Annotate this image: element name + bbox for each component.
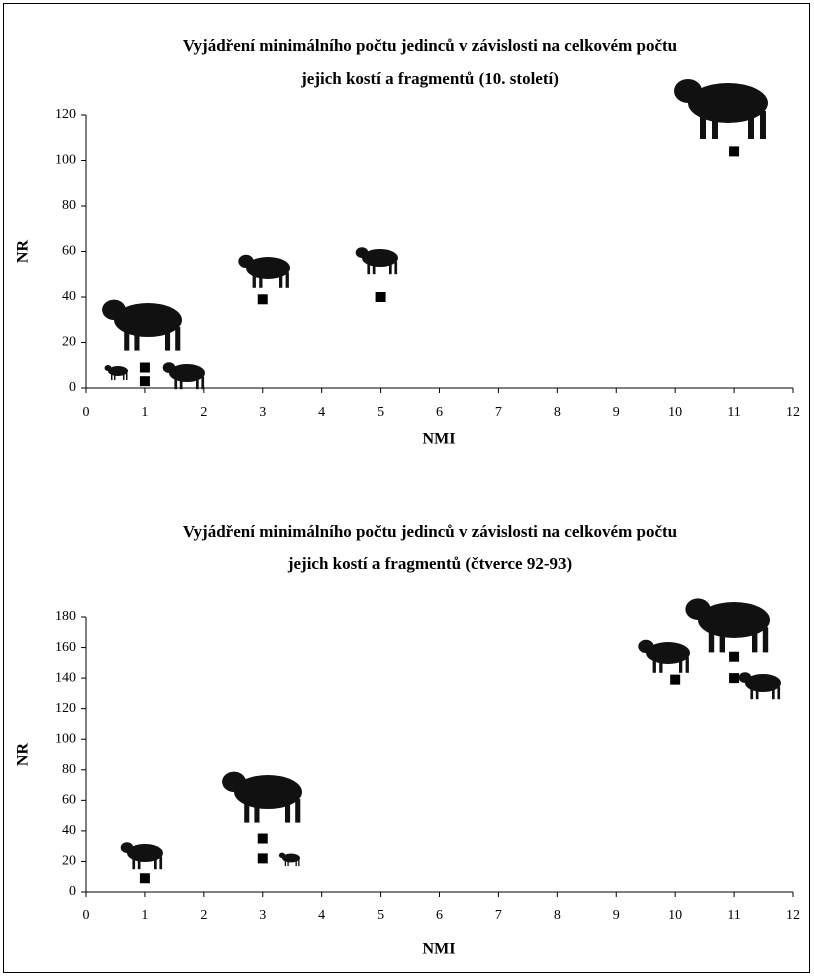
- animal-icon: [238, 254, 290, 288]
- point: [729, 146, 740, 157]
- y-tick-label: 100: [55, 153, 76, 168]
- animal-icon: [738, 672, 781, 700]
- x-tick-label: 9: [613, 405, 620, 420]
- chart-title: Vyjádření minimálního počtu jedinců v zá…: [183, 522, 677, 541]
- y-tick-label: 120: [55, 107, 76, 122]
- chart-title: jejich kostí a fragmentů (čtverce 92-93): [287, 554, 572, 573]
- point: [729, 673, 740, 684]
- y-tick-label: 140: [55, 670, 76, 685]
- x-tick-label: 3: [259, 908, 266, 923]
- x-tick-label: 3: [259, 405, 266, 420]
- y-tick-label: 0: [69, 380, 76, 395]
- x-tick-label: 7: [495, 908, 502, 923]
- x-tick-label: 4: [318, 908, 325, 923]
- x-axis-label: NMI: [423, 431, 456, 448]
- x-tick-label: 0: [83, 405, 90, 420]
- x-tick-label: 1: [141, 908, 148, 923]
- x-tick-label: 12: [786, 908, 800, 923]
- animal-icon: [278, 852, 300, 867]
- x-tick-label: 5: [377, 405, 384, 420]
- x-tick-label: 11: [727, 405, 740, 420]
- point: [257, 294, 268, 305]
- x-tick-label: 11: [727, 908, 740, 923]
- frame: [3, 3, 810, 973]
- x-tick-label: 2: [200, 908, 207, 923]
- point: [375, 292, 386, 302]
- x-tick-label: 8: [554, 908, 561, 923]
- y-tick-label: 60: [62, 793, 76, 808]
- animal-icon: [355, 247, 398, 275]
- x-tick-label: 0: [83, 908, 90, 923]
- y-tick-label: 20: [62, 335, 76, 350]
- y-tick-label: 20: [62, 854, 76, 869]
- chart-title: jejich kostí a fragmentů (10. století): [300, 69, 559, 88]
- x-tick-label: 7: [495, 405, 502, 420]
- animal-icon: [104, 365, 128, 380]
- y-tick-label: 160: [55, 640, 76, 655]
- y-tick-label: 0: [69, 884, 76, 899]
- point: [257, 853, 268, 864]
- x-tick-label: 8: [554, 405, 561, 420]
- point: [139, 362, 150, 373]
- animal-icon: [222, 771, 302, 823]
- y-axis-label: NR: [15, 240, 32, 264]
- x-tick-label: 6: [436, 405, 443, 420]
- x-tick-label: 10: [668, 405, 682, 420]
- animal-icon: [674, 79, 768, 139]
- animal-icon: [638, 639, 690, 673]
- point: [670, 674, 681, 685]
- animal-icon: [102, 299, 182, 351]
- point: [729, 651, 740, 662]
- chart-title: Vyjádření minimálního počtu jedinců v zá…: [183, 36, 677, 55]
- x-tick-label: 4: [318, 405, 325, 420]
- y-tick-label: 60: [62, 244, 76, 259]
- y-tick-label: 120: [55, 701, 76, 716]
- point: [139, 376, 150, 387]
- animal-icon: [162, 362, 205, 390]
- y-tick-label: 180: [55, 609, 76, 624]
- x-tick-label: 10: [668, 908, 682, 923]
- x-tick-label: 5: [377, 908, 384, 923]
- animal-icon: [685, 598, 770, 653]
- animal-icon: [120, 842, 163, 870]
- y-tick-label: 80: [62, 198, 76, 213]
- y-tick-label: 100: [55, 731, 76, 746]
- y-tick-label: 40: [62, 823, 76, 838]
- y-tick-label: 40: [62, 289, 76, 304]
- x-tick-label: 2: [200, 405, 207, 420]
- x-tick-label: 6: [436, 908, 443, 923]
- x-tick-label: 1: [141, 405, 148, 420]
- y-axis-label: NR: [15, 743, 32, 767]
- x-tick-label: 12: [786, 405, 800, 420]
- point: [257, 833, 268, 844]
- x-axis-label: NMI: [423, 941, 456, 958]
- point: [139, 873, 150, 884]
- x-tick-label: 9: [613, 908, 620, 923]
- y-tick-label: 80: [62, 762, 76, 777]
